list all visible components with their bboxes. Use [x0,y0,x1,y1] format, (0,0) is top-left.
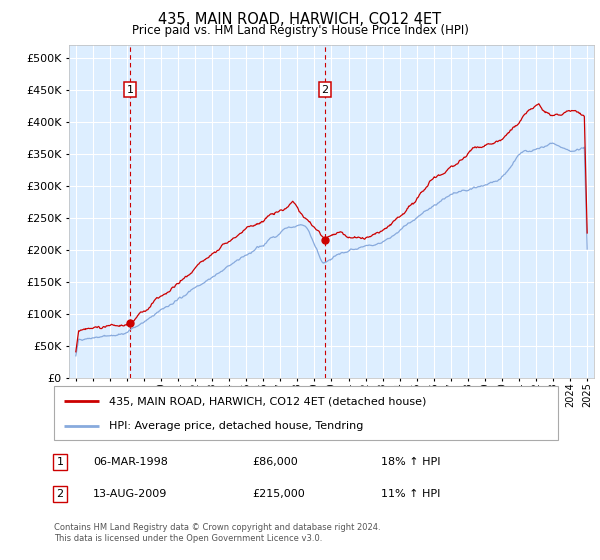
Text: Price paid vs. HM Land Registry's House Price Index (HPI): Price paid vs. HM Land Registry's House … [131,24,469,37]
Text: Contains HM Land Registry data © Crown copyright and database right 2024.: Contains HM Land Registry data © Crown c… [54,523,380,532]
Text: 18% ↑ HPI: 18% ↑ HPI [381,457,440,467]
Text: 435, MAIN ROAD, HARWICH, CO12 4ET (detached house): 435, MAIN ROAD, HARWICH, CO12 4ET (detac… [109,396,427,407]
Text: £215,000: £215,000 [252,489,305,499]
Text: 1: 1 [127,85,133,95]
Text: 1: 1 [56,457,64,467]
Text: 11% ↑ HPI: 11% ↑ HPI [381,489,440,499]
Text: 13-AUG-2009: 13-AUG-2009 [93,489,167,499]
Text: 2: 2 [56,489,64,499]
Text: 435, MAIN ROAD, HARWICH, CO12 4ET: 435, MAIN ROAD, HARWICH, CO12 4ET [158,12,442,27]
FancyBboxPatch shape [54,386,558,440]
Text: 2: 2 [322,85,329,95]
Text: 06-MAR-1998: 06-MAR-1998 [93,457,168,467]
Text: HPI: Average price, detached house, Tendring: HPI: Average price, detached house, Tend… [109,421,364,431]
Text: £86,000: £86,000 [252,457,298,467]
Text: This data is licensed under the Open Government Licence v3.0.: This data is licensed under the Open Gov… [54,534,322,543]
